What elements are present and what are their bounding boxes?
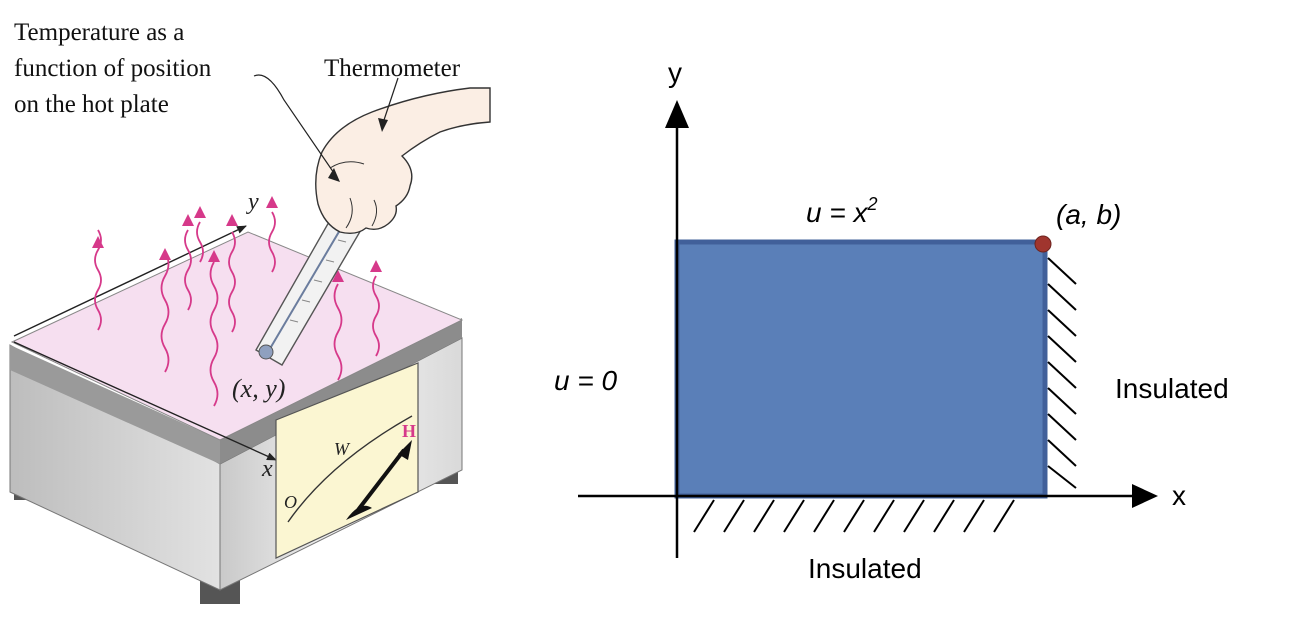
x-axis-label: x bbox=[1172, 480, 1186, 511]
dial-mid-label: W bbox=[334, 439, 351, 459]
boundary-value-diagram: y x u = x2 (a, b) u = 0 Insulated bbox=[554, 57, 1229, 584]
right-boundary-label: Insulated bbox=[1115, 373, 1229, 404]
top-boundary-label: u = x2 bbox=[806, 194, 878, 228]
thermometer-label: Thermometer bbox=[324, 55, 461, 82]
y-axis-arrowhead bbox=[665, 100, 689, 128]
y-axis-label: y bbox=[668, 57, 682, 88]
corner-point bbox=[1034, 235, 1052, 253]
plate-axes bbox=[13, 225, 277, 461]
callout-line-1: Temperature as a bbox=[14, 19, 184, 46]
hand bbox=[315, 87, 491, 235]
bottom-boundary-label: Insulated bbox=[808, 553, 922, 584]
temperature-dial: O W H bbox=[275, 362, 419, 559]
heat-waves bbox=[94, 211, 380, 407]
callout-line-2: function of position bbox=[14, 55, 212, 82]
top-boundary-base: u = x bbox=[806, 197, 868, 228]
heat-wave-arrowheads bbox=[92, 196, 382, 282]
coordinate-axes bbox=[578, 120, 1140, 558]
hot-plate-illustration: y x bbox=[9, 19, 491, 604]
bottom-insulation-hatch bbox=[693, 499, 1015, 533]
top-boundary-exponent: 2 bbox=[866, 194, 877, 214]
right-insulation-hatch bbox=[1047, 257, 1077, 489]
dial-low-label: O bbox=[284, 492, 297, 512]
plate-axis-y-label: y bbox=[246, 189, 259, 215]
callout-lines bbox=[253, 74, 399, 177]
corner-label: (a, b) bbox=[1056, 199, 1121, 230]
x-axis-arrowhead bbox=[1132, 484, 1158, 508]
left-boundary-label: u = 0 bbox=[554, 365, 617, 396]
dial-high-label: H bbox=[402, 421, 416, 441]
point-label: (x, y) bbox=[232, 374, 285, 403]
plate-top-surface bbox=[10, 231, 464, 441]
plate-rectangle bbox=[674, 239, 1048, 499]
callout-line-3: on the hot plate bbox=[14, 91, 169, 118]
plate-axis-x-label: x bbox=[261, 456, 273, 482]
